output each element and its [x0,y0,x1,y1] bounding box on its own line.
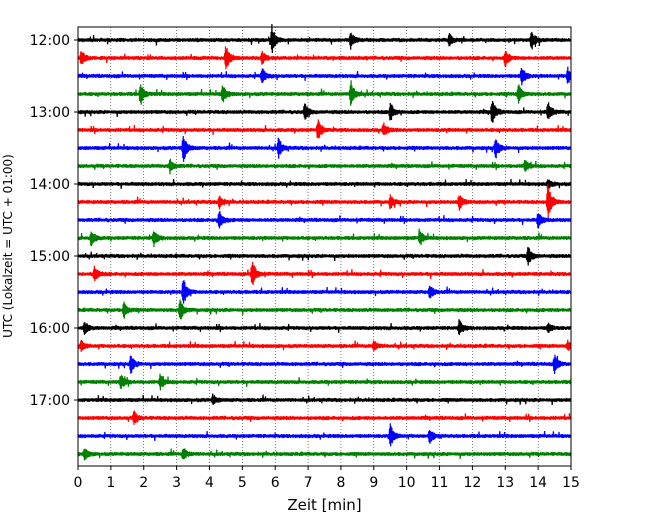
trace-1600 [77,319,572,336]
y-tick-label: 16:00 [30,321,70,337]
trace-1630 [77,354,572,375]
trace-1230 [77,66,572,86]
x-tick-label: 14 [529,475,547,491]
trace-1745 [77,448,572,461]
x-tick-label: 9 [369,475,378,491]
x-tick-label: 7 [304,475,313,491]
x-tick-label: 10 [398,475,416,491]
plot-frame [77,26,572,467]
x-tick-label: 2 [139,475,148,491]
trace-1515 [77,261,572,286]
x-tick-label: 1 [106,475,115,491]
trace-1430 [77,210,572,229]
x-tick-label: 8 [336,475,345,491]
x-tick-label: 11 [431,475,449,491]
x-tick-label: 12 [463,475,481,491]
trace-1715 [77,410,572,425]
trace-1545 [77,299,572,320]
y-tick-label: 13:00 [30,105,70,121]
y-tick-label: 15:00 [30,249,70,265]
x-tick-label: 3 [172,475,181,491]
x-tick-label: 5 [238,475,247,491]
x-axis-label: Zeit [min] [287,496,361,514]
trace-1730 [77,423,572,447]
y-tick-label: 14:00 [30,177,70,193]
trace-1300 [77,100,572,123]
trace-1245 [77,80,572,106]
y-axis-label: UTC (Lokalzeit = UTC + 01:00) [1,154,15,338]
trace-1530 [77,280,572,304]
grid [110,27,539,466]
x-tick-label: 15 [562,475,580,491]
trace-1415 [77,184,572,219]
trace-1315 [77,119,572,139]
trace-1615 [77,339,572,352]
trace-1200 [77,23,572,54]
trace-1400 [77,178,572,190]
plot-area [78,27,571,466]
trace-1215 [77,46,572,70]
trace-1445 [77,228,572,248]
y-tick-label: 12:00 [30,33,70,49]
x-tick-label: 13 [496,475,514,491]
trace-1500 [77,247,572,266]
y-ticks: 12:00 13:00 14:00 15:00 16:00 17:00 [30,33,78,409]
trace-1330 [77,135,572,162]
traces [77,23,572,461]
x-tick-label: 6 [271,475,280,491]
x-tick-label: 4 [205,475,214,491]
trace-1645 [77,373,572,391]
x-ticks: 0 1 2 3 4 5 6 7 8 9 10 11 12 13 14 15 [74,466,580,491]
trace-1345 [77,158,572,175]
y-tick-label: 17:00 [30,393,70,409]
x-tick-label: 0 [74,475,83,491]
trace-1700 [77,393,572,405]
